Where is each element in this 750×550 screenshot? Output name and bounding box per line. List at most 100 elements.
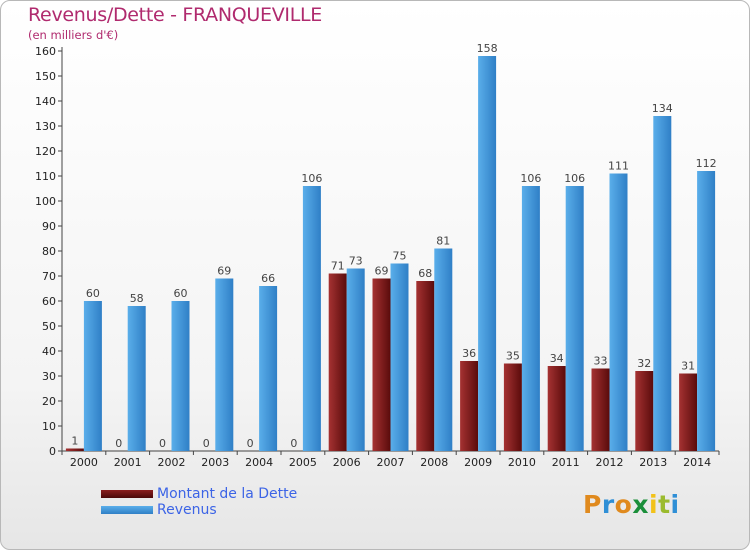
bar-revenus <box>609 173 628 451</box>
bar-revenus <box>521 186 540 451</box>
logo-letter: t <box>658 490 671 519</box>
x-tick-label: 2007 <box>377 456 405 469</box>
y-tick-label: 50 <box>42 320 56 333</box>
logo-letter: i <box>670 490 680 519</box>
data-label-revenus: 58 <box>130 292 144 305</box>
x-tick-label: 2006 <box>333 456 361 469</box>
data-label-dette: 0 <box>290 437 297 450</box>
bar-revenus <box>434 248 453 451</box>
logo-letter: P <box>583 490 602 519</box>
bar-revenus <box>478 56 497 451</box>
data-label-dette: 68 <box>418 267 432 280</box>
bar-dette <box>503 363 522 451</box>
data-label-revenus: 60 <box>174 287 188 300</box>
legend-swatch-revenus <box>101 506 153 514</box>
y-tick-label: 140 <box>35 95 56 108</box>
x-tick-label: 2010 <box>508 456 536 469</box>
data-label-revenus: 111 <box>608 160 629 173</box>
x-tick-label: 2003 <box>201 456 229 469</box>
y-tick-label: 150 <box>35 70 56 83</box>
y-tick-label: 120 <box>35 145 56 158</box>
x-tick-label: 2014 <box>683 456 711 469</box>
data-label-revenus: 81 <box>436 235 450 248</box>
bar-dette <box>547 366 566 451</box>
bar-revenus <box>171 301 190 451</box>
x-tick-label: 2013 <box>639 456 667 469</box>
data-label-dette: 36 <box>462 347 476 360</box>
x-tick-label: 2012 <box>596 456 624 469</box>
data-label-revenus: 69 <box>217 265 231 278</box>
bar-dette <box>372 278 391 451</box>
y-tick-label: 30 <box>42 370 56 383</box>
bar-revenus <box>346 268 365 451</box>
y-axis: 0 10 20 30 40 50 60 70 80 90 100 110 120 130 140 150 160 <box>35 45 63 458</box>
bar-revenus <box>127 306 146 451</box>
data-label-revenus: 106 <box>564 172 585 185</box>
bar-dette <box>679 373 698 451</box>
bar-revenus <box>653 116 672 451</box>
bar-revenus <box>259 286 278 451</box>
data-label-revenus: 106 <box>301 172 322 185</box>
y-tick-label: 80 <box>42 245 56 258</box>
y-tick-label: 110 <box>35 170 56 183</box>
data-label-dette: 69 <box>375 265 389 278</box>
data-label-dette: 0 <box>247 437 254 450</box>
y-tick-label: 160 <box>35 45 56 58</box>
x-tick-label: 2008 <box>420 456 448 469</box>
data-label-dette: 0 <box>203 437 210 450</box>
chart-subtitle: (en milliers d'€) <box>28 28 119 42</box>
data-label-dette: 34 <box>550 352 564 365</box>
legend-label-debt: Montant de la Dette <box>157 486 298 502</box>
x-tick-label: 2002 <box>158 456 186 469</box>
bar-revenus <box>215 278 234 451</box>
data-label-revenus: 73 <box>349 255 363 268</box>
bar-dette <box>591 368 610 451</box>
bar-dette <box>416 281 435 451</box>
data-label-revenus: 158 <box>477 42 498 55</box>
data-label-revenus: 75 <box>393 250 407 263</box>
y-tick-label: 70 <box>42 270 56 283</box>
y-tick-label: 90 <box>42 220 56 233</box>
logo-letter: r <box>601 490 615 519</box>
logo-letter: x <box>632 490 649 519</box>
y-tick-label: 0 <box>49 445 56 458</box>
x-tick-label: 2001 <box>114 456 142 469</box>
legend-swatch-debt <box>101 490 153 498</box>
data-label-revenus: 66 <box>261 272 275 285</box>
bars: 1 60 0 58 0 60 0 69 0 66 0 106 71 73 69 75 68 81 36 158 35 10… <box>65 42 717 451</box>
data-label-dette: 33 <box>594 355 608 368</box>
data-label-dette: 71 <box>331 260 345 273</box>
bar-dette <box>635 371 654 451</box>
bar-dette <box>460 361 479 451</box>
data-label-revenus: 106 <box>520 172 541 185</box>
x-tick-label: 2009 <box>464 456 492 469</box>
data-label-dette: 32 <box>637 357 651 370</box>
data-label-dette: 31 <box>681 360 695 373</box>
bar-revenus <box>565 186 584 451</box>
legend-label-revenus: Revenus <box>157 502 217 518</box>
data-label-revenus: 112 <box>696 157 717 170</box>
bar-dette <box>65 448 84 451</box>
x-tick-label: 2011 <box>552 456 580 469</box>
data-label-revenus: 60 <box>86 287 100 300</box>
data-label-dette: 0 <box>115 437 122 450</box>
logo-letter: o <box>614 490 633 519</box>
proxiti-logo: Proxiti <box>583 490 680 519</box>
y-tick-label: 20 <box>42 395 56 408</box>
chart-title: Revenus/Dette - FRANQUEVILLE <box>28 4 323 26</box>
bar-dette <box>328 273 347 451</box>
bar-revenus <box>390 263 409 451</box>
logo-letter: i <box>649 490 659 519</box>
data-label-dette: 35 <box>506 350 520 363</box>
bar-revenus <box>302 186 321 451</box>
y-tick-label: 10 <box>42 420 56 433</box>
x-tick-label: 2000 <box>70 456 98 469</box>
data-label-dette: 0 <box>159 437 166 450</box>
x-tick-label: 2005 <box>289 456 317 469</box>
x-tick-label: 2004 <box>245 456 273 469</box>
x-axis: 2000 2001 2002 2003 2004 2005 2006 2007 2008 2009… <box>61 450 720 469</box>
bar-revenus <box>83 301 102 451</box>
bar-revenus <box>697 171 716 451</box>
